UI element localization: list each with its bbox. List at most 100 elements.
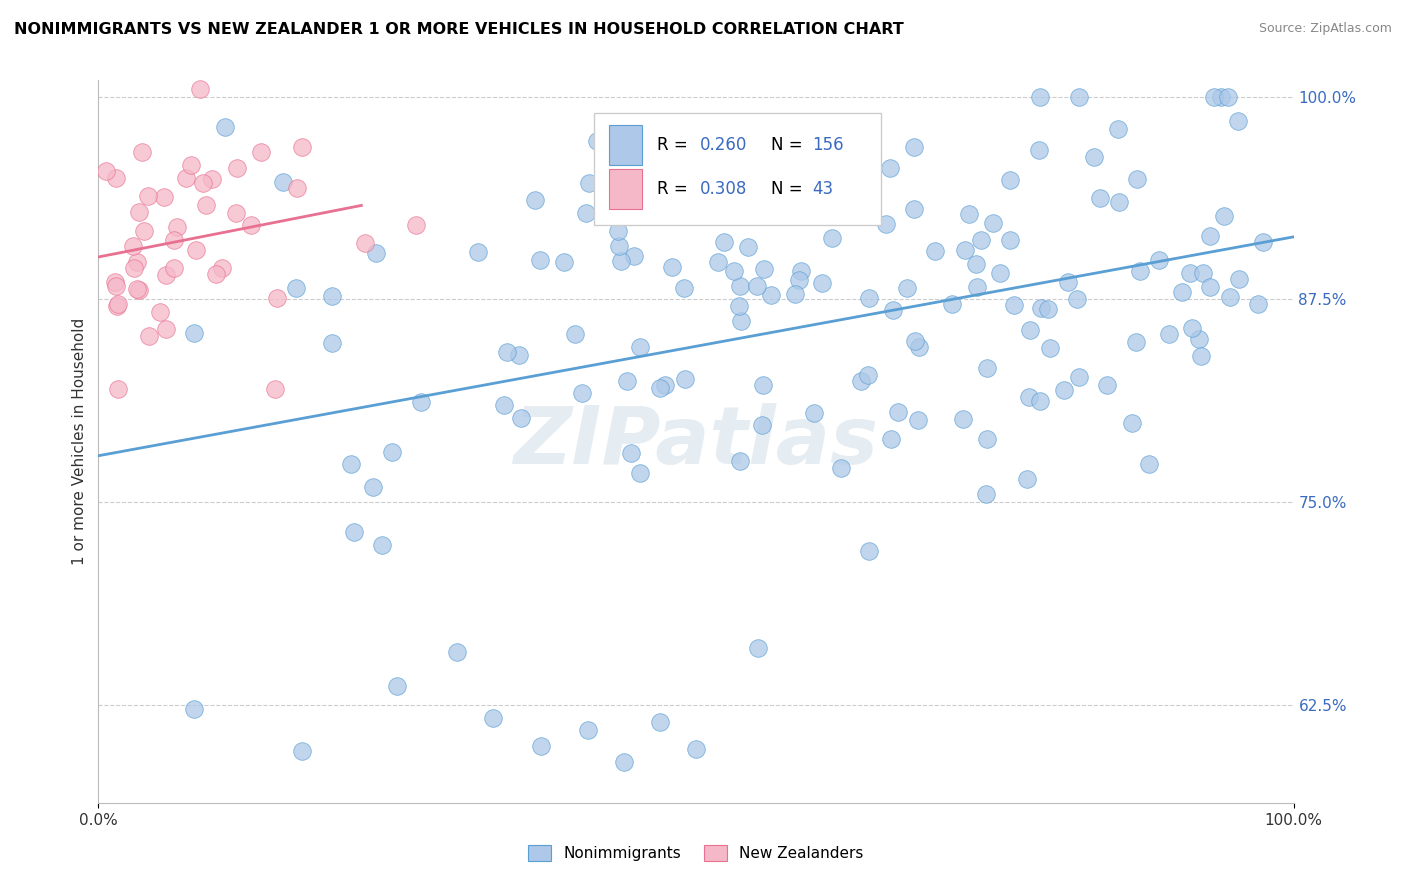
Point [952,411,974,425]
Point [941,297,963,311]
Point [524,194,547,208]
Point [1189,349,1212,363]
Point [673,372,696,386]
Point [706,255,728,269]
Point [754,262,776,277]
Point [201,172,224,186]
Point [1253,235,1275,250]
Point [976,360,998,375]
Point [903,202,925,217]
Point [240,218,263,232]
Point [1029,394,1052,409]
Point [1107,122,1129,136]
Point [957,207,980,221]
Point [1083,150,1105,164]
Point [908,340,931,354]
Point [998,233,1021,247]
Point [783,286,806,301]
Point [1088,191,1111,205]
Text: Source: ZipAtlas.com: Source: ZipAtlas.com [1258,22,1392,36]
Point [662,200,685,214]
Point [284,281,307,295]
Point [271,175,294,189]
Point [195,198,218,212]
Point [610,254,633,268]
Point [446,645,468,659]
Point [751,180,773,194]
Point [1227,272,1250,286]
Point [974,487,997,501]
Point [875,218,897,232]
Point [1018,390,1040,404]
Point [291,139,314,153]
Point [730,313,752,327]
Point [752,378,775,392]
Point [343,525,366,540]
Point [250,145,273,159]
Point [340,457,363,471]
Point [747,278,769,293]
Point [1067,369,1090,384]
Point [1108,194,1130,209]
Point [628,340,651,354]
Point [467,244,489,259]
Point [620,445,643,459]
Point [530,739,553,753]
Text: NONIMMIGRANTS VS NEW ZEALANDER 1 OR MORE VEHICLES IN HOUSEHOLD CORRELATION CHART: NONIMMIGRANTS VS NEW ZEALANDER 1 OR MORE… [14,22,904,37]
Point [361,480,384,494]
Point [226,161,249,175]
Text: 0.260: 0.260 [700,136,747,154]
Point [623,250,645,264]
Text: 43: 43 [811,180,832,198]
Point [904,334,927,349]
Point [122,260,145,275]
FancyBboxPatch shape [595,112,882,225]
Point [1053,384,1076,398]
Point [1121,416,1143,430]
Point [188,82,211,96]
Text: R =: R = [657,136,693,154]
Point [1211,89,1233,103]
Point [1147,253,1170,268]
Point [673,281,696,295]
Point [907,413,929,427]
Point [285,181,308,195]
Point [153,190,176,204]
Point [1137,457,1160,471]
Point [685,742,707,756]
Point [495,344,517,359]
Point [138,329,160,343]
Point [225,205,247,219]
Point [789,263,811,277]
Point [988,266,1011,280]
Point [128,283,150,297]
Point [575,206,598,220]
Point [759,288,782,302]
Point [131,145,153,159]
Point [1218,289,1240,303]
Point [1018,323,1040,337]
Point [136,189,159,203]
Point [205,268,228,282]
Point [970,233,993,247]
Point [104,279,127,293]
Point [266,291,288,305]
FancyBboxPatch shape [609,125,643,165]
Point [180,158,202,172]
Point [1226,114,1249,128]
Point [353,235,375,250]
Point [578,723,600,737]
Point [747,641,769,656]
Point [578,177,600,191]
Point [804,196,827,211]
Point [1181,320,1204,334]
Point [105,299,128,313]
Point [966,279,988,293]
Point [728,279,751,293]
Point [1178,266,1201,280]
Text: N =: N = [772,136,808,154]
Point [107,297,129,311]
Point [411,395,433,409]
Point [654,377,676,392]
Point [1017,472,1039,486]
